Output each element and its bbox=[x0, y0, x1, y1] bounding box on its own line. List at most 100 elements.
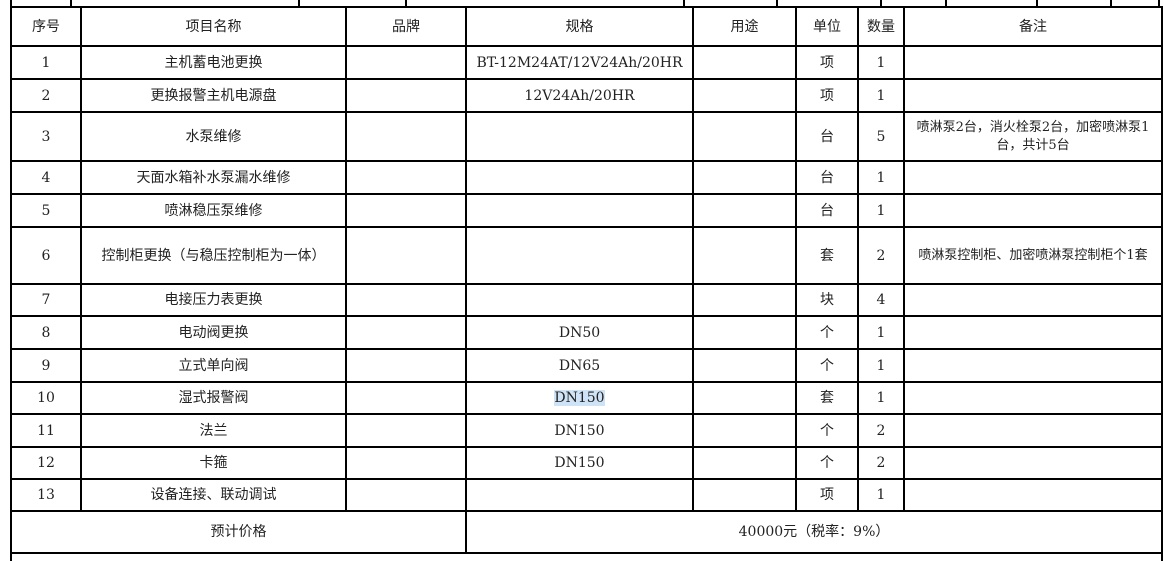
cell-use[interactable] bbox=[692, 45, 797, 80]
cell-use[interactable] bbox=[692, 283, 797, 317]
cell-name[interactable]: 控制柜更换（与稳压控制柜为一体） bbox=[80, 226, 347, 285]
cell-unit[interactable]: 个 bbox=[795, 348, 859, 383]
cell-name[interactable]: 立式单向阀 bbox=[80, 348, 347, 383]
cell-no[interactable]: 12 bbox=[10, 446, 82, 480]
cell-unit[interactable]: 个 bbox=[795, 413, 859, 448]
cell-qty[interactable]: 2 bbox=[857, 446, 905, 480]
cell-no[interactable]: 6 bbox=[10, 226, 82, 285]
cell-qty[interactable]: 4 bbox=[857, 283, 905, 317]
cell-spec[interactable]: DN150 bbox=[465, 446, 694, 480]
cell-brand[interactable] bbox=[345, 381, 467, 415]
cell-no[interactable]: 3 bbox=[10, 111, 82, 162]
cell-note[interactable] bbox=[903, 413, 1163, 448]
cell-name[interactable]: 水泵维修 bbox=[80, 111, 347, 162]
cell-no[interactable]: 10 bbox=[10, 381, 82, 415]
cell-no[interactable]: 4 bbox=[10, 160, 82, 195]
cell-brand[interactable] bbox=[345, 193, 467, 228]
cell-note[interactable] bbox=[903, 381, 1163, 415]
cell-no[interactable]: 1 bbox=[10, 45, 82, 80]
cell-brand[interactable] bbox=[345, 478, 467, 512]
cell-name[interactable]: 主机蓄电池更换 bbox=[80, 45, 347, 80]
cell-qty[interactable]: 5 bbox=[857, 111, 905, 162]
cell-use[interactable] bbox=[692, 78, 797, 113]
cell-qty[interactable]: 1 bbox=[857, 478, 905, 512]
cell-unit[interactable]: 块 bbox=[795, 283, 859, 317]
cell-name[interactable]: 天面水箱补水泵漏水维修 bbox=[80, 160, 347, 195]
cell-no[interactable]: 8 bbox=[10, 315, 82, 350]
cell-note[interactable] bbox=[903, 478, 1163, 512]
cell-use[interactable] bbox=[692, 160, 797, 195]
cell-brand[interactable] bbox=[345, 160, 467, 195]
cell-name[interactable]: 法兰 bbox=[80, 413, 347, 448]
cell-brand[interactable] bbox=[345, 348, 467, 383]
cell-brand[interactable] bbox=[345, 226, 467, 285]
cell-use[interactable] bbox=[692, 226, 797, 285]
cell-note[interactable]: 喷淋泵控制柜、加密喷淋泵控制柜个1套 bbox=[903, 226, 1163, 285]
cell-qty[interactable]: 1 bbox=[857, 348, 905, 383]
cell-unit[interactable]: 台 bbox=[795, 193, 859, 228]
cell-note[interactable] bbox=[903, 446, 1163, 480]
cell-name[interactable]: 喷淋稳压泵维修 bbox=[80, 193, 347, 228]
cell-use[interactable] bbox=[692, 413, 797, 448]
cell-qty[interactable]: 2 bbox=[857, 226, 905, 285]
cell-spec[interactable] bbox=[465, 478, 694, 512]
cell-brand[interactable] bbox=[345, 413, 467, 448]
cell-spec[interactable]: 12V24Ah/20HR bbox=[465, 78, 694, 113]
cell-unit[interactable]: 套 bbox=[795, 226, 859, 285]
cell-qty[interactable]: 2 bbox=[857, 413, 905, 448]
cell-brand[interactable] bbox=[345, 283, 467, 317]
cell-use[interactable] bbox=[692, 348, 797, 383]
cell-spec[interactable] bbox=[465, 160, 694, 195]
cell-spec[interactable]: DN50 bbox=[465, 315, 694, 350]
cell-name[interactable]: 设备连接、联动调试 bbox=[80, 478, 347, 512]
cell-unit[interactable]: 项 bbox=[795, 45, 859, 80]
cell-qty[interactable]: 1 bbox=[857, 160, 905, 195]
cell-qty[interactable]: 1 bbox=[857, 193, 905, 228]
cell-no[interactable]: 2 bbox=[10, 78, 82, 113]
cell-name[interactable]: 电动阀更换 bbox=[80, 315, 347, 350]
cell-spec[interactable] bbox=[465, 226, 694, 285]
cell-note[interactable] bbox=[903, 78, 1163, 113]
cell-brand[interactable] bbox=[345, 315, 467, 350]
cell-spec[interactable]: DN150 bbox=[465, 381, 694, 415]
cell-no[interactable]: 7 bbox=[10, 283, 82, 317]
cell-spec[interactable] bbox=[465, 111, 694, 162]
cell-qty[interactable]: 1 bbox=[857, 45, 905, 80]
cell-brand[interactable] bbox=[345, 45, 467, 80]
cell-unit[interactable]: 个 bbox=[795, 315, 859, 350]
cell-no[interactable]: 9 bbox=[10, 348, 82, 383]
cell-note[interactable]: 喷淋泵2台，消火栓泵2台，加密喷淋泵1台，共计5台 bbox=[903, 111, 1163, 162]
cell-unit[interactable]: 台 bbox=[795, 160, 859, 195]
cell-note[interactable] bbox=[903, 315, 1163, 350]
cell-brand[interactable] bbox=[345, 111, 467, 162]
cell-spec[interactable]: DN65 bbox=[465, 348, 694, 383]
cell-spec[interactable]: BT-12M24AT/12V24Ah/20HR bbox=[465, 45, 694, 80]
cell-note[interactable] bbox=[903, 348, 1163, 383]
cell-use[interactable] bbox=[692, 315, 797, 350]
cell-unit[interactable]: 项 bbox=[795, 78, 859, 113]
cell-name[interactable]: 更换报警主机电源盘 bbox=[80, 78, 347, 113]
cell-note[interactable] bbox=[903, 160, 1163, 195]
cell-spec[interactable] bbox=[465, 193, 694, 228]
cell-unit[interactable]: 套 bbox=[795, 381, 859, 415]
cell-no[interactable]: 13 bbox=[10, 478, 82, 512]
cell-brand[interactable] bbox=[345, 446, 467, 480]
cell-name[interactable]: 电接压力表更换 bbox=[80, 283, 347, 317]
cell-use[interactable] bbox=[692, 446, 797, 480]
cell-no[interactable]: 11 bbox=[10, 413, 82, 448]
cell-note[interactable] bbox=[903, 193, 1163, 228]
cell-use[interactable] bbox=[692, 193, 797, 228]
cell-spec[interactable] bbox=[465, 283, 694, 317]
cell-brand[interactable] bbox=[345, 78, 467, 113]
cell-use[interactable] bbox=[692, 478, 797, 512]
cell-use[interactable] bbox=[692, 111, 797, 162]
total-value[interactable]: 40000元（税率：9%） bbox=[465, 510, 1163, 554]
cell-unit[interactable]: 项 bbox=[795, 478, 859, 512]
cell-unit[interactable]: 个 bbox=[795, 446, 859, 480]
cell-note[interactable] bbox=[903, 45, 1163, 80]
cell-name[interactable]: 湿式报警阀 bbox=[80, 381, 347, 415]
cell-spec[interactable]: DN150 bbox=[465, 413, 694, 448]
cell-qty[interactable]: 1 bbox=[857, 315, 905, 350]
cell-no[interactable]: 5 bbox=[10, 193, 82, 228]
cell-name[interactable]: 卡箍 bbox=[80, 446, 347, 480]
